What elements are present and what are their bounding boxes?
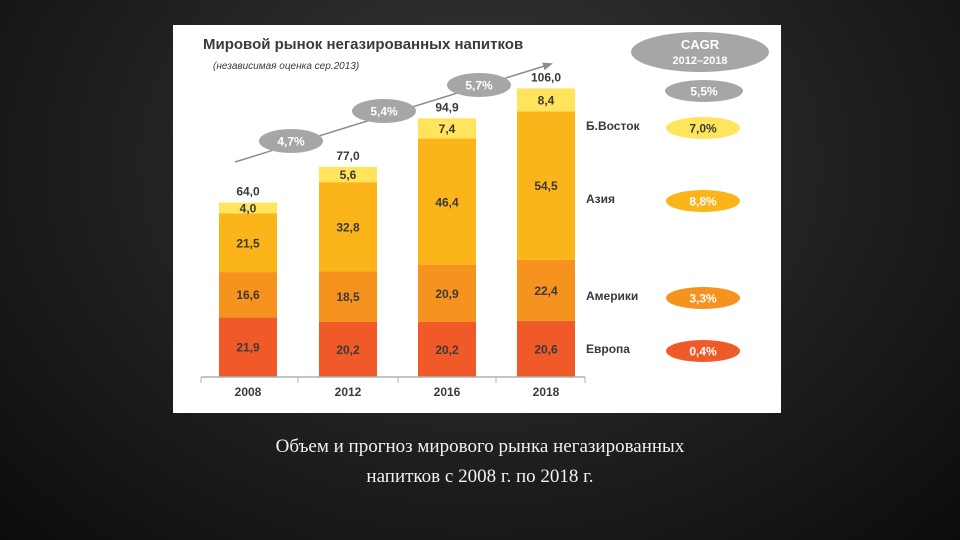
chart-title: Мировой рынок негазированных напитков xyxy=(203,36,523,53)
bar-2012-америки xyxy=(319,271,377,322)
bar-value-label: 4,0 xyxy=(240,202,257,216)
bar-value-label: 5,6 xyxy=(340,168,357,182)
cagr-total: 5,5% xyxy=(665,80,743,102)
bar-2016-америки xyxy=(418,265,476,322)
cagr-pill-америки xyxy=(666,287,740,309)
legend-label-европа: Европа xyxy=(586,342,630,356)
bar-total-label: 94,9 xyxy=(435,100,459,114)
bar-value-label: 20,2 xyxy=(336,343,360,357)
bar-value-label: 8,4 xyxy=(538,93,555,107)
cagr-pill-value: 7,0% xyxy=(689,122,717,136)
bar-total-label: 64,0 xyxy=(236,185,260,199)
x-tick-label: 2008 xyxy=(235,385,262,399)
chart: Мировой рынок негазированных напитков (н… xyxy=(200,32,769,399)
bar-2016-европа xyxy=(418,321,476,377)
caption-line-2: напитков с 2008 г. по 2018 г. xyxy=(366,466,594,487)
cagr-total-label: 5,5% xyxy=(690,85,718,99)
cagr-pill-азия xyxy=(666,190,740,212)
bars: 21,9 16,6 21,5 4,0 64,0 20,2 18,5 32,8 5,6 77,0 20… xyxy=(219,70,575,377)
cagr-pill-европа xyxy=(666,340,740,362)
x-tick-label: 2012 xyxy=(335,385,362,399)
bar-2018-азия xyxy=(517,111,575,260)
x-tick-label: 2018 xyxy=(533,385,560,399)
bar-value-label: 46,4 xyxy=(435,195,459,209)
bar-value-label: 54,5 xyxy=(534,179,558,193)
growth-pill xyxy=(447,73,511,97)
cagr-header-period: 2012–2018 xyxy=(672,55,727,67)
legend-label-америки: Америки xyxy=(586,289,638,303)
bar-value-label: 21,9 xyxy=(236,341,260,355)
bar-value-label: 20,9 xyxy=(435,287,459,301)
bar-2012-азия xyxy=(319,182,377,272)
growth-pills: 4,7% 5,4% 5,7% xyxy=(259,73,511,153)
bar-value-label: 18,5 xyxy=(336,290,360,304)
bar-2018-америки xyxy=(517,259,575,321)
bar-total-label: 77,0 xyxy=(336,149,360,163)
bar-2012-б-восток xyxy=(319,166,377,183)
legend-label-б-восток: Б.Восток xyxy=(586,119,641,133)
growth-pill-label: 5,4% xyxy=(370,105,398,119)
bar-value-label: 7,4 xyxy=(439,122,456,136)
bar-2012-европа xyxy=(319,321,377,377)
bar-value-label: 20,2 xyxy=(435,343,459,357)
caption-line-1: Объем и прогноз мирового рынка негазиров… xyxy=(275,436,685,457)
growth-pill xyxy=(352,99,416,123)
cagr-header: CAGR 2012–2018 xyxy=(631,32,769,72)
cagr-pill-value: 8,8% xyxy=(689,195,717,209)
bar-2008-америки xyxy=(219,272,277,318)
bar-value-label: 16,6 xyxy=(236,288,260,302)
bar-2008-б-восток xyxy=(219,202,277,214)
bar-value-label: 20,6 xyxy=(534,342,558,356)
cagr-pill-value: 0,4% xyxy=(689,345,717,359)
bar-total-label: 106,0 xyxy=(531,70,561,84)
chart-subtitle: (независимая оценка сер.2013) xyxy=(213,61,359,72)
growth-pill-label: 5,7% xyxy=(465,79,493,93)
growth-pill-label: 4,7% xyxy=(277,135,305,149)
cagr-pill-value: 3,3% xyxy=(689,292,717,306)
bar-2008-европа xyxy=(219,317,277,377)
bar-2018-б-восток xyxy=(517,88,575,112)
bar-value-label: 21,5 xyxy=(236,236,260,250)
cagr-header-title: CAGR xyxy=(681,37,720,52)
bar-value-label: 32,8 xyxy=(336,220,360,234)
bar-2016-азия xyxy=(418,138,476,266)
cagr-pill-б-восток xyxy=(666,117,740,139)
legend: Европа 0,4% Америки 3,3% Азия 8,8% Б.Восток 7,0… xyxy=(586,117,740,362)
legend-label-азия: Азия xyxy=(586,192,615,206)
x-tick-label: 2016 xyxy=(434,385,461,399)
bar-value-label: 22,4 xyxy=(534,284,558,298)
bar-2018-европа xyxy=(517,320,575,377)
bar-2008-азия xyxy=(219,213,277,273)
growth-pill xyxy=(259,129,323,153)
bar-2016-б-восток xyxy=(418,118,476,139)
x-axis-ticks: 2008 2012 2016 2018 xyxy=(200,377,586,399)
caption: Объем и прогноз мирового рынка негазиров… xyxy=(0,432,960,492)
chart-card: Мировой рынок негазированных напитков (н… xyxy=(173,25,781,413)
